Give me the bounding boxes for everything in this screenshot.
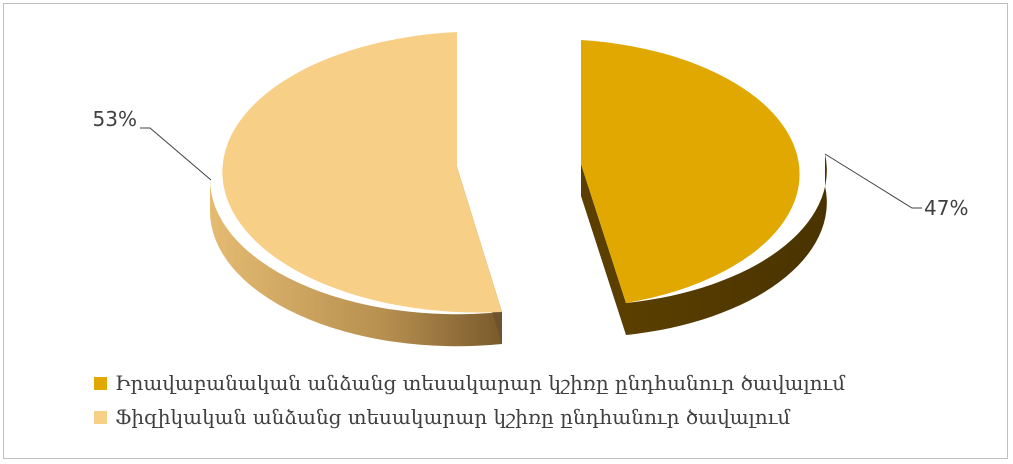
legend-label-0: Իրավաբանական անձանց տեսակարար կշիռը ընդհ…: [115, 371, 846, 395]
legend-label-1: Ֆիզիկական անձանց տեսակարար կշիռը ընդհանո…: [115, 405, 791, 429]
pie-slice-cut-0: [581, 164, 626, 335]
pie-slice-0: [581, 40, 800, 303]
slice-group-0: [581, 40, 827, 335]
data-label-0: 47%: [924, 196, 968, 220]
pie-slice-side-0: [626, 154, 827, 335]
chart-frame: [3, 3, 1008, 459]
data-label-1: 53%: [93, 107, 137, 131]
pie-slice-side-1: [209, 178, 502, 347]
legend-item-1: Ֆիզիկական անձանց տեսակարար կշիռը ընդհանո…: [94, 400, 845, 434]
pie-slice-1: [222, 32, 502, 313]
slice-group-1: [209, 32, 502, 347]
legend-item-0: Իրավաբանական անձանց տեսակարար կշիռը ընդհ…: [94, 366, 845, 400]
legend-swatch-1: [94, 410, 107, 424]
leader-line-0: [824, 153, 922, 209]
leader-line-1: [140, 127, 212, 181]
legend: Իրավաբանական անձանց տեսակարար կշիռը ընդհ…: [94, 366, 845, 434]
legend-swatch-0: [94, 376, 107, 390]
